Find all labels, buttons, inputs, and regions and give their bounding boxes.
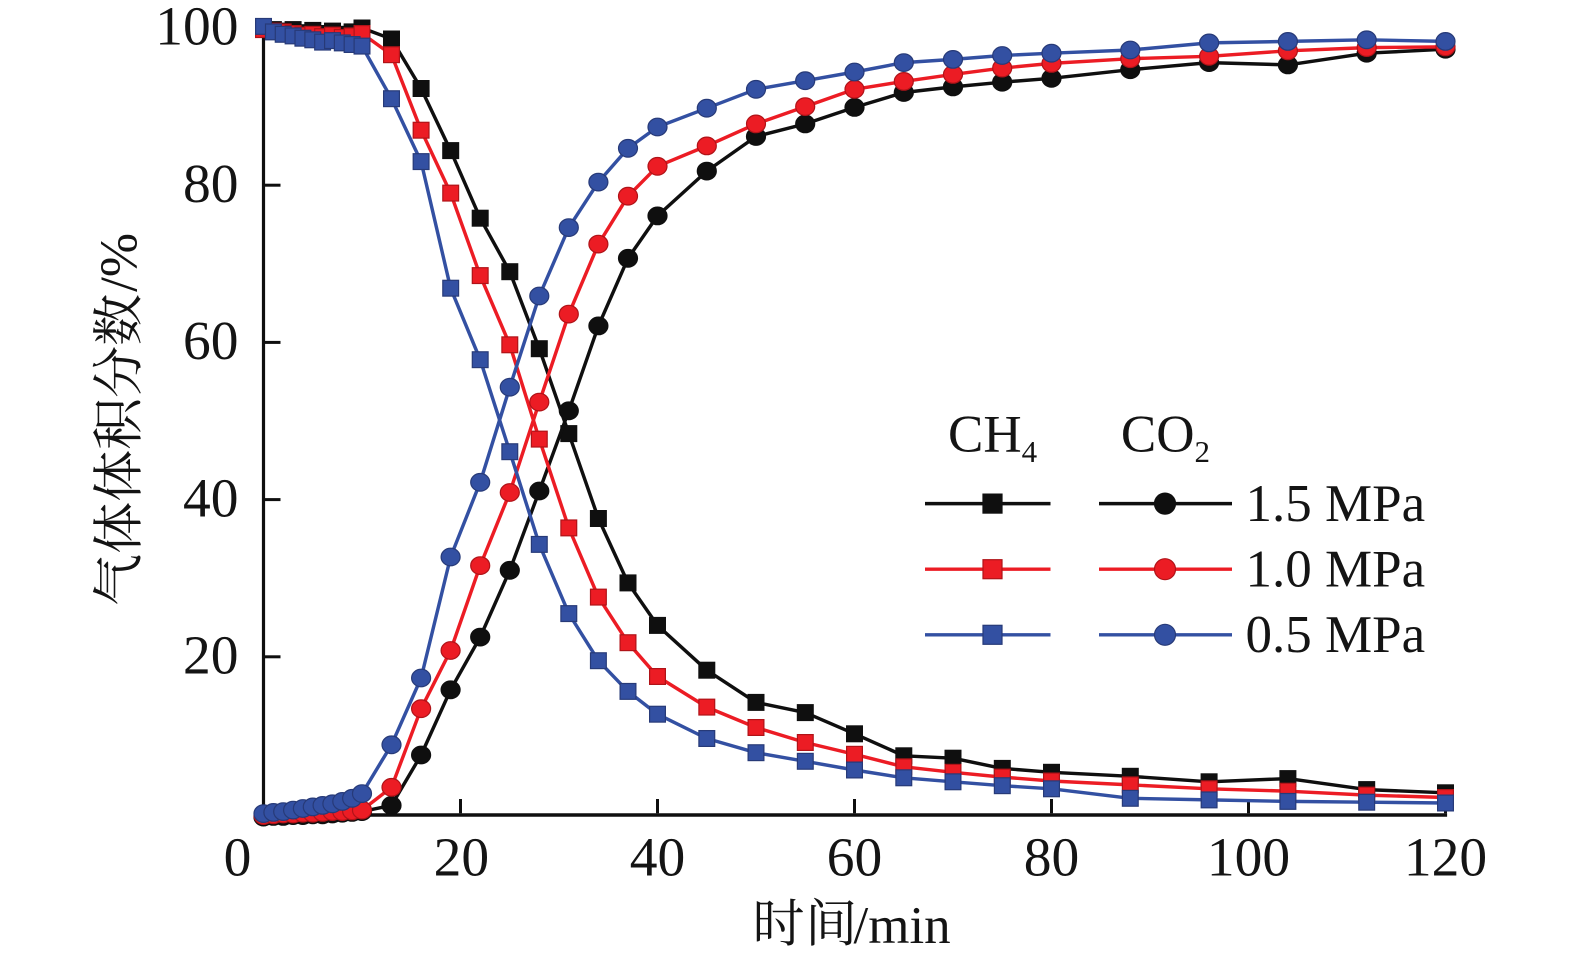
svg-text:120: 120 bbox=[1404, 828, 1487, 889]
svg-text:80: 80 bbox=[1024, 828, 1080, 889]
svg-text:100: 100 bbox=[1207, 828, 1290, 889]
svg-text:80: 80 bbox=[183, 154, 239, 215]
svg-text:/%: /% bbox=[91, 233, 149, 292]
svg-text:40: 40 bbox=[630, 828, 686, 889]
svg-text:1.5 MPa: 1.5 MPa bbox=[1246, 475, 1426, 533]
svg-text:20: 20 bbox=[183, 626, 239, 687]
svg-text:1.0 MPa: 1.0 MPa bbox=[1246, 541, 1426, 599]
svg-text:40: 40 bbox=[183, 468, 239, 529]
svg-text:/min: /min bbox=[854, 897, 951, 955]
svg-text:0.5 MPa: 0.5 MPa bbox=[1246, 606, 1426, 664]
svg-text:60: 60 bbox=[827, 828, 883, 889]
svg-text:60: 60 bbox=[183, 311, 239, 372]
svg-text:0: 0 bbox=[224, 828, 252, 889]
svg-text:20: 20 bbox=[434, 828, 490, 889]
svg-text:100: 100 bbox=[155, 0, 238, 58]
